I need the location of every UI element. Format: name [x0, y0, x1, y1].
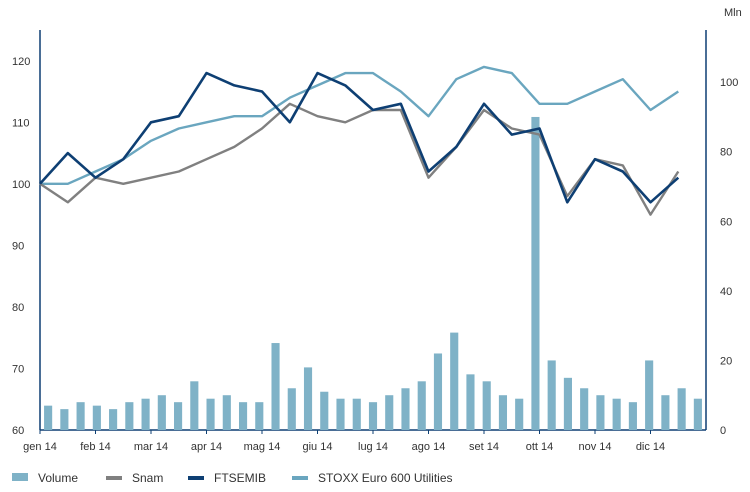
volume-bar [563, 377, 572, 430]
volume-bar [401, 388, 410, 430]
volume-bar [368, 402, 378, 430]
volume-bar [206, 398, 215, 430]
volume-bar [515, 398, 524, 430]
volume-bar [661, 395, 670, 430]
volume-bar [466, 374, 475, 430]
y-left-tick-label: 70 [12, 363, 24, 375]
volume-bar [677, 388, 686, 430]
volume-bar [174, 402, 183, 430]
x-tick-label: set 14 [469, 441, 499, 453]
volume-bar [336, 398, 345, 430]
volume-bar [238, 402, 248, 430]
y-left-tick-label: 60 [12, 425, 24, 437]
volume-bar [693, 398, 702, 430]
legend-label: Snam [132, 471, 163, 485]
volume-bar [92, 405, 101, 430]
volume-bar [109, 409, 118, 430]
volume-bar [580, 388, 589, 430]
x-tick-label: ago 14 [412, 441, 446, 453]
volume-bar [385, 395, 394, 430]
y-right-tick-label: 80 [720, 147, 732, 159]
y-left-tick-label: 80 [12, 302, 24, 314]
volume-bar [222, 395, 231, 430]
x-tick-label: nov 14 [578, 441, 611, 453]
volume-bar [547, 360, 556, 430]
x-tick-label: apr 14 [191, 441, 222, 453]
volume-bar [320, 391, 329, 430]
volume-bar [157, 395, 166, 430]
x-tick-label: dic 14 [636, 441, 665, 453]
x-tick-label: feb 14 [80, 441, 111, 453]
x-tick-label: mar 14 [134, 441, 168, 453]
axes [39, 30, 707, 434]
x-tick-label: giu 14 [303, 441, 333, 453]
volume-bar [303, 367, 313, 430]
y-left-tick-label: 90 [12, 240, 24, 252]
volume-bar [190, 381, 199, 430]
volume-bar [76, 402, 85, 430]
legend: Volume Snam FTSEMIB STOXX Euro 600 Utilitie… [12, 471, 453, 485]
x-tick-label: ott 14 [526, 441, 554, 453]
legend-label: Volume [38, 471, 78, 485]
y-right-tick-label: 20 [720, 355, 732, 367]
x-tick-label: mag 14 [244, 441, 281, 453]
volume-bar [271, 343, 280, 430]
y-left-tick-label: 120 [12, 56, 30, 68]
y-right-tick-label: 100 [720, 77, 738, 89]
volume-bar [450, 332, 459, 430]
volume-bar [255, 402, 264, 430]
y-right-tick-label: 40 [720, 286, 732, 298]
legend-label: STOXX Euro 600 Utilities [318, 471, 453, 485]
volume-bar [352, 398, 361, 430]
tick-labels: 60 70 80 90 100 110 120 0 20 40 60 80 100 Mln gen 14 fe… [12, 7, 742, 453]
legend-label: FTSEMIB [214, 471, 266, 485]
volume-bar [645, 360, 654, 430]
volume-bar [498, 395, 508, 430]
volume-bar [417, 381, 426, 430]
volume-bar [60, 409, 69, 430]
volume-bar [596, 395, 605, 430]
volume-bar [141, 398, 150, 430]
series-line-ftsemib [39, 71, 680, 204]
series-lines [39, 65, 680, 216]
volume-bar [44, 405, 53, 430]
volume-bar [287, 388, 296, 430]
y-left-tick-label: 110 [12, 117, 30, 129]
volume-bars [44, 116, 702, 431]
volume-bar [628, 402, 637, 430]
y-right-tick-label: 60 [720, 216, 732, 228]
x-tick-label: lug 14 [358, 441, 388, 453]
x-tick-label: gen 14 [23, 441, 57, 453]
y-right-tick-label: 0 [720, 425, 726, 437]
legend-swatch [12, 473, 28, 481]
volume-bar [125, 402, 134, 430]
volume-bar [433, 353, 443, 430]
series-line-snam [39, 102, 680, 216]
volume-bar [531, 116, 540, 431]
volume-bar [612, 398, 621, 430]
y-right-unit-label: Mln [724, 7, 742, 19]
series-line-stoxx-euro-600-utilities [40, 65, 679, 186]
y-left-tick-label: 100 [12, 179, 30, 191]
volume-bar [482, 381, 491, 430]
